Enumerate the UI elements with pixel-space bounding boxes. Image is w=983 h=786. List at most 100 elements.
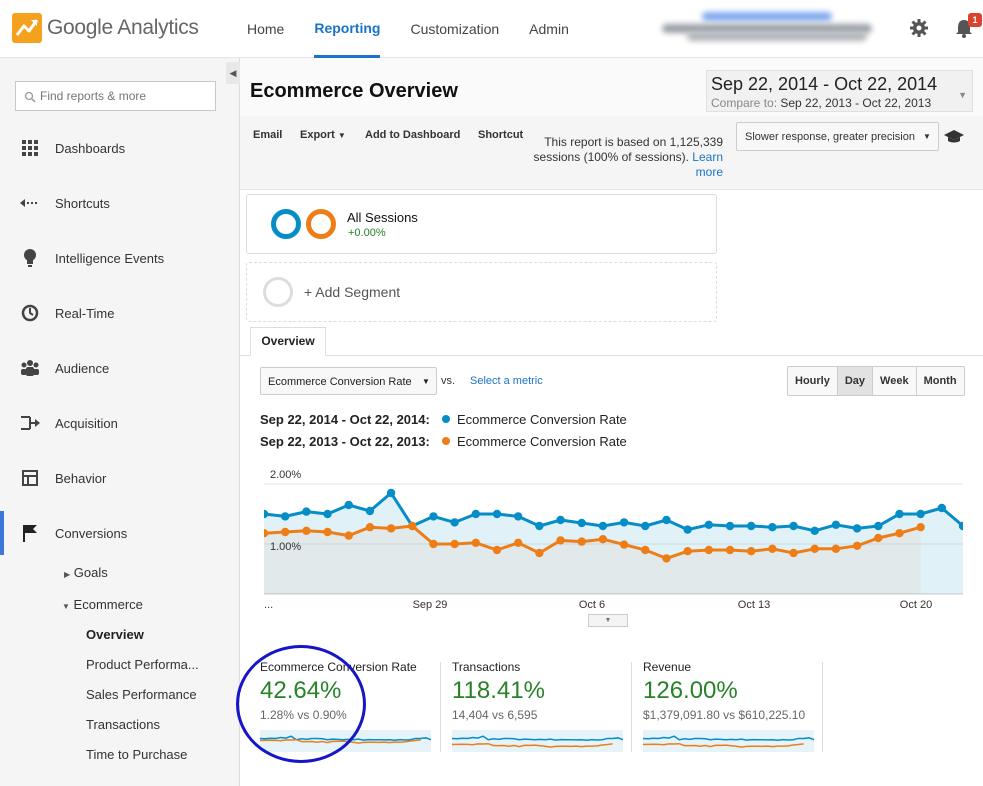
data-point <box>302 507 311 516</box>
legend-metric: Ecommerce Conversion Rate <box>457 412 627 427</box>
sidebar-item-acquisition[interactable]: Acquisition <box>0 401 240 445</box>
sidebar-item-behavior[interactable]: Behavior <box>0 456 240 500</box>
add-segment-card[interactable]: + Add Segment <box>246 262 717 322</box>
legend-range: Sep 22, 2013 - Oct 22, 2013: <box>260 434 430 449</box>
shortcut-button[interactable]: Shortcut <box>478 129 524 141</box>
sidebar-item-real-time[interactable]: Real-Time <box>0 291 240 335</box>
scorecard-title: Revenue <box>643 660 692 674</box>
export-button[interactable]: Export ▼ <box>300 129 346 141</box>
series-line <box>264 491 963 533</box>
sidebar-item-shortcuts[interactable]: Shortcuts <box>0 181 240 225</box>
sidebar-item-dashboards[interactable]: Dashboards <box>0 126 240 170</box>
data-point <box>302 526 311 535</box>
data-point <box>746 521 756 531</box>
time-granularity-group: Hourly Day Week Month <box>787 366 965 396</box>
data-point <box>577 537 586 546</box>
sidebar-sub-label: Ecommerce <box>73 597 143 612</box>
x-tick-label: Sep 29 <box>413 599 448 611</box>
segment-all-sessions[interactable]: All Sessions +0.00% <box>246 194 717 254</box>
sidebar-item-intelligence-events[interactable]: Intelligence Events <box>0 236 240 280</box>
date-range-picker[interactable]: Sep 22, 2014 - Oct 22, 2014 Compare to: … <box>706 70 973 112</box>
data-point <box>789 548 798 558</box>
collapse-sidebar-button[interactable]: ◀ <box>226 62 240 84</box>
x-tick-label: Oct 6 <box>579 599 605 611</box>
sidebar-sub-goals[interactable]: ▶ Goals <box>64 565 108 580</box>
shortcut-arrow-icon <box>20 193 40 213</box>
x-tick-label: Oct 20 <box>900 599 932 611</box>
week-button[interactable]: Week <box>873 367 917 395</box>
legend-dot-blue <box>442 415 450 423</box>
data-point <box>874 533 883 543</box>
hourly-button[interactable]: Hourly <box>788 367 838 395</box>
data-point <box>280 512 290 521</box>
segment-ring-blue <box>271 209 301 239</box>
graduation-cap-icon[interactable] <box>944 128 964 144</box>
scorecard-revenue[interactable]: Revenue 126.00% $1,379,091.80 vs $610,22… <box>643 660 825 756</box>
sidebar-sub-transactions[interactable]: Transactions <box>86 717 160 732</box>
search-box[interactable] <box>15 81 216 111</box>
search-input[interactable] <box>40 87 210 105</box>
notification-badge: 1 <box>968 13 982 27</box>
precision-dropdown[interactable]: Slower response, greater precision ▼ <box>736 122 939 151</box>
data-point <box>937 503 947 513</box>
data-point <box>619 518 629 527</box>
conversion-rate-chart[interactable]: 2.00% 1.00%... Sep 29 Oct 6 Oct 13 Oct 20 <box>264 462 963 627</box>
tab-strip-line <box>240 355 983 356</box>
nav-admin[interactable]: Admin <box>529 21 569 37</box>
logo[interactable]: Google Analytics <box>12 13 199 43</box>
data-point <box>429 512 438 521</box>
nav-home[interactable]: Home <box>247 21 285 37</box>
sidebar-sub-product-performance[interactable]: Product Performa... <box>86 657 199 672</box>
sidebar-sub-sales-performance[interactable]: Sales Performance <box>86 687 197 702</box>
sidebar-sub-label: Goals <box>73 565 108 580</box>
learn-more-link[interactable]: Learn more <box>692 150 723 179</box>
legend-dot-orange <box>442 437 450 445</box>
data-point <box>513 538 523 547</box>
data-point <box>264 529 269 538</box>
sidebar-sub-overview[interactable]: Overview <box>86 627 144 642</box>
date-range: Sep 22, 2014 - Oct 22, 2014 <box>711 74 938 94</box>
email-button[interactable]: Email <box>253 129 283 141</box>
scorecard-value: 126.00% <box>643 677 738 704</box>
data-point <box>916 523 925 532</box>
data-point <box>280 527 290 537</box>
sidebar-item-label: Acquisition <box>55 415 118 431</box>
data-point <box>264 509 269 519</box>
data-point <box>704 545 714 555</box>
data-point <box>746 547 756 556</box>
gear-icon[interactable] <box>909 18 929 38</box>
fork-arrows-icon <box>20 413 40 433</box>
sidebar: ◀ Dashboards Shortcuts Intelligence Even… <box>0 58 240 786</box>
data-point <box>386 488 396 498</box>
data-point <box>641 521 650 531</box>
data-point <box>831 544 841 553</box>
metric-dropdown[interactable]: Ecommerce Conversion Rate ▼ <box>260 367 437 395</box>
account-selector[interactable] <box>662 12 880 42</box>
select-metric-link[interactable]: Select a metric <box>470 375 543 387</box>
sampling-note-text: This report is based on 1,125,339 sessio… <box>533 135 723 164</box>
month-button[interactable]: Month <box>923 375 957 387</box>
data-point <box>852 541 862 550</box>
compare-label: Compare to: <box>711 96 778 110</box>
legend-range: Sep 22, 2014 - Oct 22, 2014: <box>260 412 430 427</box>
sidebar-sub-ecommerce[interactable]: ▼ Ecommerce <box>62 597 143 612</box>
data-point <box>916 509 925 519</box>
tab-overview[interactable]: Overview <box>250 327 326 356</box>
sidebar-item-conversions[interactable]: Conversions <box>0 511 240 555</box>
caret-down-icon: ▼ <box>923 132 931 141</box>
chart-resize-handle[interactable]: ▼ <box>588 614 628 627</box>
chevron-down-icon: ▼ <box>62 602 70 611</box>
data-point <box>810 544 819 553</box>
nav-reporting[interactable]: Reporting <box>314 0 381 58</box>
sparkline-area <box>643 730 814 752</box>
sidebar-item-audience[interactable]: Audience <box>0 346 240 390</box>
add-to-dashboard-button[interactable]: Add to Dashboard <box>365 129 461 141</box>
vs-label: vs. <box>441 375 456 387</box>
day-button[interactable]: Day <box>837 367 874 395</box>
data-point <box>408 521 417 531</box>
scorecard-transactions[interactable]: Transactions 118.41% 14,404 vs 6,595 <box>452 660 634 756</box>
data-point <box>492 545 502 555</box>
segment-change: +0.00% <box>348 227 386 239</box>
nav-customization[interactable]: Customization <box>410 21 500 37</box>
sidebar-sub-time-to-purchase[interactable]: Time to Purchase <box>86 747 188 762</box>
